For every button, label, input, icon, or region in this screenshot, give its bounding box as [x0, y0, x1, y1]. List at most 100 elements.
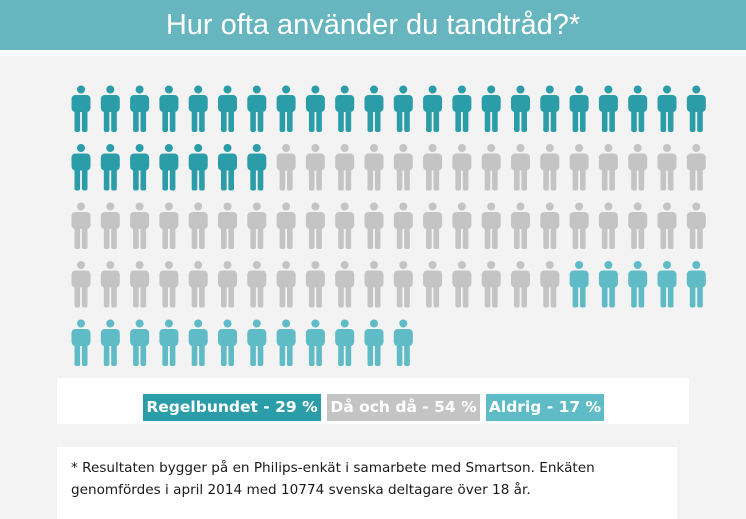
person-icon	[540, 144, 560, 191]
page-title: Hur ofta använder du tandtråd?*	[0, 0, 746, 50]
person-icon	[540, 261, 560, 308]
person-icon	[569, 144, 589, 191]
person-icon	[100, 85, 120, 132]
person-icon	[276, 202, 296, 249]
person-icon	[657, 85, 677, 132]
person-icon	[423, 261, 443, 308]
person-icon	[159, 85, 179, 132]
person-icon	[393, 144, 413, 191]
person-icon	[657, 202, 677, 249]
person-icon	[364, 319, 384, 366]
footnote-line-1: * Resultaten bygger på en Philips-enkät …	[71, 460, 595, 476]
person-icon	[305, 202, 325, 249]
person-icon	[218, 144, 237, 191]
person-icon	[130, 144, 150, 191]
person-icon	[130, 261, 150, 308]
person-icon	[628, 261, 648, 308]
person-icon	[423, 85, 443, 132]
person-icon	[364, 144, 384, 191]
person-icon	[423, 144, 443, 191]
person-icon	[364, 85, 384, 132]
person-icon	[598, 85, 618, 132]
person-icon	[159, 319, 179, 366]
person-icon	[218, 85, 237, 132]
person-icon	[569, 202, 589, 249]
person-icon	[247, 261, 267, 308]
person-icon	[159, 144, 179, 191]
person-icon	[159, 202, 179, 249]
person-icon	[71, 319, 91, 366]
person-icon	[100, 144, 120, 191]
person-icon	[481, 261, 501, 308]
person-icon	[71, 144, 91, 191]
person-icon	[218, 319, 237, 366]
person-icon	[393, 202, 413, 249]
person-icon	[598, 144, 618, 191]
person-icon	[628, 85, 648, 132]
person-icon	[100, 261, 120, 308]
person-icon	[511, 202, 530, 249]
person-icon	[364, 261, 384, 308]
person-icon	[188, 144, 208, 191]
person-icon	[393, 319, 413, 366]
person-icon	[335, 319, 355, 366]
person-icon	[628, 144, 648, 191]
person-icon	[423, 202, 443, 249]
person-icon	[305, 85, 325, 132]
person-icon	[511, 85, 530, 132]
person-icon	[452, 202, 472, 249]
person-icon	[686, 202, 706, 249]
person-icon	[247, 85, 267, 132]
pictogram-chart	[71, 85, 706, 366]
person-icon	[305, 319, 325, 366]
person-icon	[481, 202, 501, 249]
person-icon	[276, 85, 296, 132]
person-icon	[218, 202, 237, 249]
person-icon	[452, 144, 472, 191]
person-icon	[364, 202, 384, 249]
person-icon	[393, 261, 413, 308]
person-icon	[628, 202, 648, 249]
person-icon	[130, 319, 150, 366]
person-icon	[218, 261, 237, 308]
person-icon	[305, 261, 325, 308]
footnote-line-2: genomfördes i april 2014 med 10774 svens…	[71, 482, 531, 498]
person-icon	[100, 202, 120, 249]
person-icon	[130, 85, 150, 132]
person-icon	[188, 319, 208, 366]
person-icon	[335, 85, 355, 132]
person-icon	[71, 261, 91, 308]
person-icon	[657, 144, 677, 191]
person-icon	[657, 261, 677, 308]
person-icon	[686, 85, 706, 132]
legend-aldrig: Aldrig - 17 %	[486, 394, 604, 421]
person-icon	[540, 202, 560, 249]
person-icon	[276, 261, 296, 308]
person-icon	[598, 261, 618, 308]
person-icon	[393, 85, 413, 132]
person-icon	[569, 85, 589, 132]
person-icon	[335, 261, 355, 308]
person-icon	[71, 202, 91, 249]
person-icon	[247, 144, 267, 191]
person-icon	[511, 261, 530, 308]
person-icon	[276, 319, 296, 366]
person-icon	[481, 85, 501, 132]
person-icon	[598, 202, 618, 249]
person-icon	[569, 261, 589, 308]
legend-da-och-da: Då och då - 54 %	[327, 394, 480, 421]
person-icon	[159, 261, 179, 308]
person-icon	[247, 319, 267, 366]
person-icon	[188, 261, 208, 308]
person-icon	[452, 261, 472, 308]
person-icon	[686, 261, 706, 308]
person-icon	[276, 144, 296, 191]
person-icon	[481, 144, 501, 191]
footnote: * Resultaten bygger på en Philips-enkät …	[57, 447, 677, 519]
person-icon	[335, 144, 355, 191]
person-icon	[452, 85, 472, 132]
person-icon	[335, 202, 355, 249]
person-icon	[686, 144, 706, 191]
header-divider	[0, 50, 746, 56]
person-icon	[511, 144, 530, 191]
